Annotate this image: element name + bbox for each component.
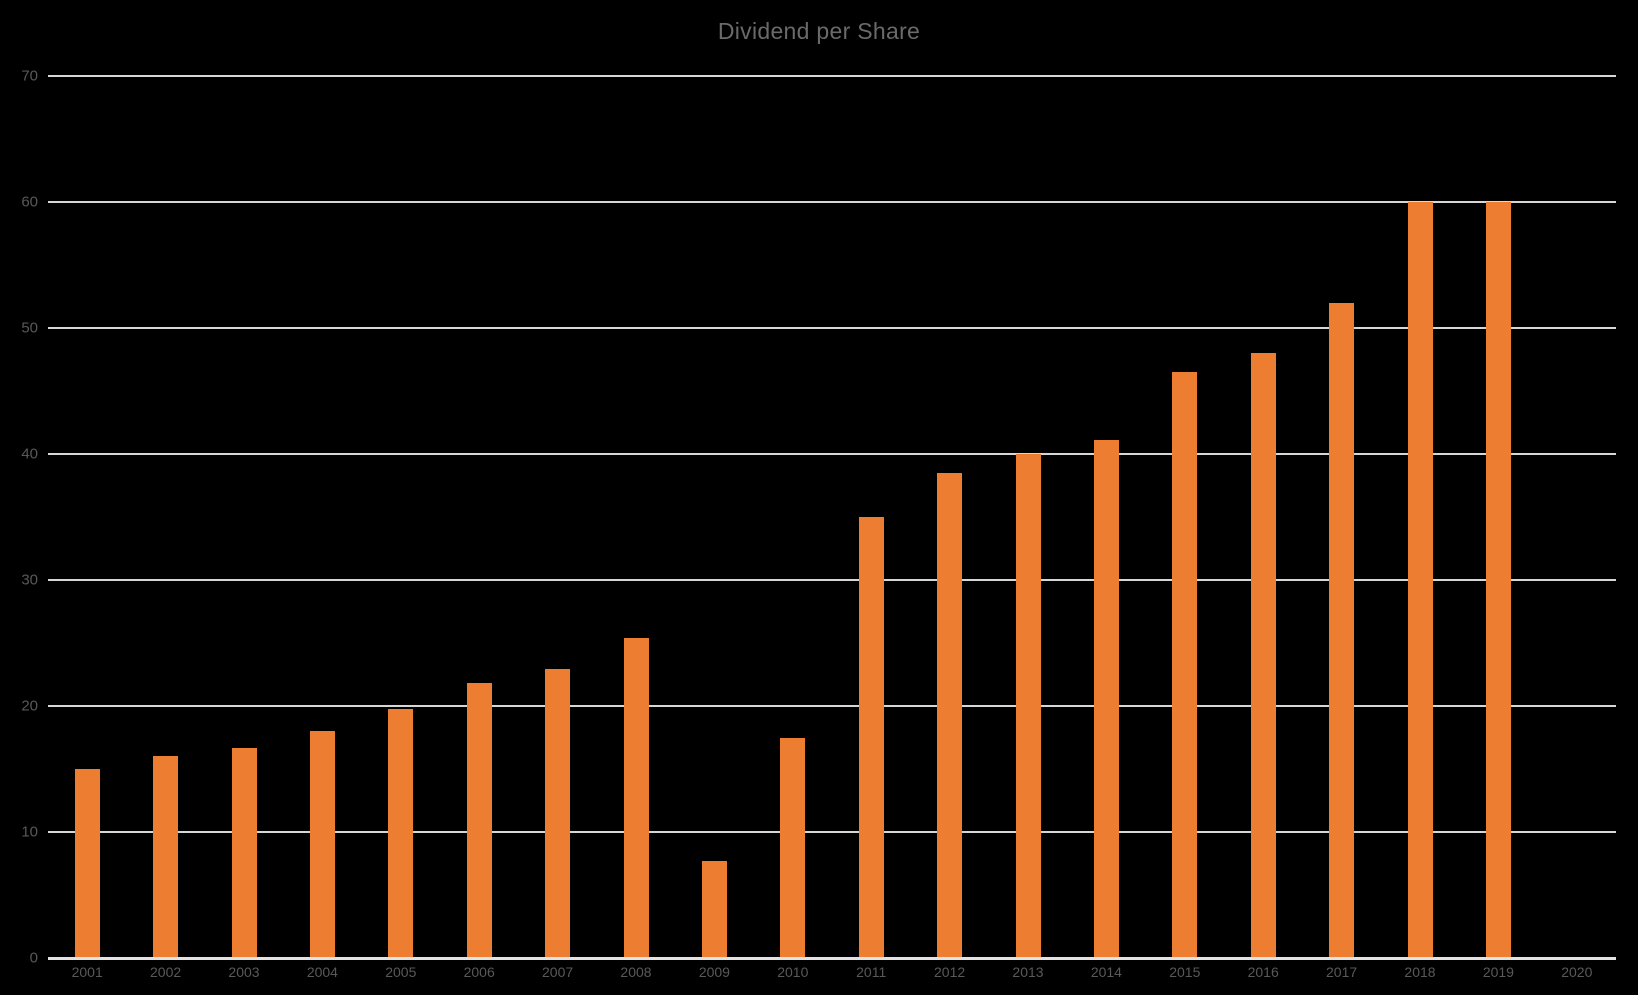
x-axis-line — [48, 957, 1616, 960]
bar-2013 — [1015, 454, 1041, 958]
bar-2003 — [231, 747, 257, 958]
x-tick-label-2015: 2015 — [1169, 964, 1201, 980]
gridline-70 — [48, 75, 1616, 77]
x-tick-label-2018: 2018 — [1404, 964, 1436, 980]
bar-2001 — [74, 769, 100, 958]
y-tick-label-30: 30 — [21, 571, 38, 589]
bar-2014 — [1093, 440, 1119, 958]
x-tick-label-2007: 2007 — [542, 964, 574, 980]
bar-2008 — [623, 637, 649, 958]
x-tick-label-2013: 2013 — [1012, 964, 1044, 980]
y-tick-label-50: 50 — [21, 319, 38, 337]
bar-2016 — [1250, 353, 1276, 958]
x-tick-label-2020: 2020 — [1561, 964, 1593, 980]
bar-2004 — [309, 731, 335, 958]
bar-2006 — [466, 683, 492, 958]
x-tick-label-2002: 2002 — [150, 964, 182, 980]
y-tick-label-70: 70 — [21, 67, 38, 85]
bar-2017 — [1329, 302, 1355, 958]
bar-2002 — [153, 756, 179, 958]
x-tick-label-2004: 2004 — [306, 964, 338, 980]
bar-2012 — [937, 472, 963, 958]
gridline-20 — [48, 705, 1616, 707]
gridline-30 — [48, 579, 1616, 581]
x-tick-label-2008: 2008 — [620, 964, 652, 980]
gridline-60 — [48, 201, 1616, 203]
x-tick-label-2001: 2001 — [71, 964, 103, 980]
chart-title: Dividend per Share — [717, 18, 921, 44]
x-tick-label-2003: 2003 — [228, 964, 260, 980]
bar-2010 — [780, 737, 806, 958]
bar-2009 — [701, 860, 727, 958]
x-tick-label-2009: 2009 — [698, 964, 730, 980]
gridline-40 — [48, 453, 1616, 455]
y-tick-label-40: 40 — [21, 445, 38, 463]
x-tick-label-2011: 2011 — [856, 964, 887, 980]
y-tick-label-0: 0 — [29, 949, 38, 967]
x-tick-label-2017: 2017 — [1326, 964, 1358, 980]
y-tick-label-20: 20 — [21, 697, 38, 715]
plot-area: 0 10 20 30 40 50 60 70 2001 2002 2003 2004 2005 2006 2… — [21, 68, 1616, 980]
x-tick-label-2005: 2005 — [385, 964, 417, 980]
x-tick-label-2019: 2019 — [1482, 964, 1514, 980]
gridline-10 — [48, 831, 1616, 833]
x-tick-label-2012: 2012 — [934, 964, 966, 980]
bar-2015 — [1172, 372, 1198, 958]
y-tick-label-60: 60 — [21, 193, 38, 211]
x-tick-label-2014: 2014 — [1090, 964, 1122, 980]
gridline-50 — [48, 327, 1616, 329]
x-tick-label-2010: 2010 — [777, 964, 809, 980]
bar-2005 — [388, 708, 414, 958]
bar-2018 — [1407, 202, 1433, 958]
x-tick-label-2016: 2016 — [1247, 964, 1279, 980]
bar-2011 — [858, 517, 884, 958]
bar-2007 — [545, 669, 571, 958]
bar-2019 — [1485, 202, 1511, 958]
y-tick-label-10: 10 — [21, 823, 38, 841]
x-tick-label-2006: 2006 — [463, 964, 495, 980]
